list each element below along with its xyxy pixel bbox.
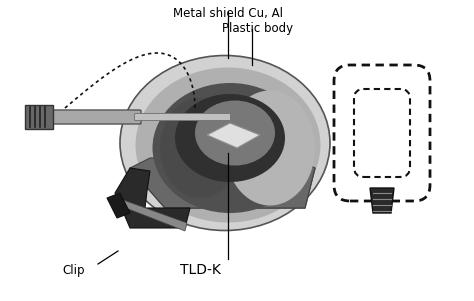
Text: Metal shield Cu, Al: Metal shield Cu, Al bbox=[173, 7, 283, 20]
Ellipse shape bbox=[136, 67, 320, 222]
Text: Clip: Clip bbox=[62, 264, 84, 277]
Polygon shape bbox=[207, 123, 260, 148]
Polygon shape bbox=[130, 168, 315, 208]
Ellipse shape bbox=[195, 101, 275, 166]
Polygon shape bbox=[370, 188, 394, 213]
Ellipse shape bbox=[225, 91, 315, 206]
Polygon shape bbox=[113, 197, 187, 231]
Polygon shape bbox=[107, 193, 130, 218]
Text: TLD-K: TLD-K bbox=[180, 263, 220, 277]
Ellipse shape bbox=[120, 55, 330, 231]
Polygon shape bbox=[130, 158, 315, 208]
FancyBboxPatch shape bbox=[29, 110, 141, 124]
Ellipse shape bbox=[175, 94, 285, 182]
FancyBboxPatch shape bbox=[354, 89, 410, 177]
Ellipse shape bbox=[160, 98, 240, 198]
FancyBboxPatch shape bbox=[135, 113, 230, 120]
Bar bbox=[25, 105, 53, 129]
Text: Plastic body: Plastic body bbox=[222, 22, 293, 35]
Ellipse shape bbox=[153, 83, 308, 213]
Polygon shape bbox=[115, 168, 190, 228]
